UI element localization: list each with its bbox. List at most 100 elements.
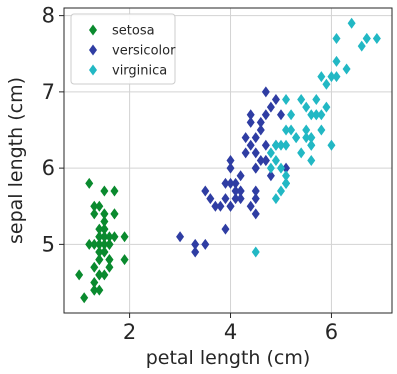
data-point-virginica <box>332 71 341 83</box>
data-point-virginica <box>317 124 326 136</box>
data-point-versicolor <box>211 200 220 212</box>
data-point-virginica <box>307 139 316 151</box>
data-point-setosa <box>95 200 104 212</box>
data-point-versicolor <box>246 116 255 128</box>
data-point-setosa <box>95 269 104 281</box>
data-point-versicolor <box>231 193 240 205</box>
data-point-setosa <box>100 246 109 258</box>
legend-marker-versicolor <box>89 44 97 56</box>
data-point-setosa <box>120 231 129 243</box>
data-point-setosa <box>100 185 109 197</box>
data-point-virginica <box>302 101 311 113</box>
data-point-virginica <box>347 17 356 29</box>
data-point-virginica <box>297 147 306 159</box>
data-point-virginica <box>307 132 316 144</box>
data-point-versicolor <box>251 185 260 197</box>
data-point-versicolor <box>226 155 235 166</box>
data-point-setosa <box>95 238 104 250</box>
data-point-virginica <box>302 132 311 144</box>
legend-box <box>70 13 176 85</box>
data-point-versicolor <box>176 231 185 243</box>
y-axis-label: sepal length (cm) <box>5 77 27 244</box>
data-point-versicolor <box>231 185 240 197</box>
data-point-versicolor <box>271 94 280 105</box>
data-point-versicolor <box>251 132 260 144</box>
data-point-virginica <box>287 109 296 121</box>
data-point-versicolor <box>282 162 291 174</box>
data-point-versicolor <box>236 193 245 205</box>
data-point-virginica <box>251 246 260 258</box>
data-point-virginica <box>287 124 296 136</box>
data-point-versicolor <box>256 155 265 166</box>
legend-label-virginica: virginica <box>112 64 167 79</box>
data-point-virginica <box>342 63 351 75</box>
data-point-versicolor <box>231 177 240 189</box>
data-point-versicolor <box>221 193 230 205</box>
data-point-setosa <box>90 238 99 250</box>
data-point-virginica <box>271 155 280 166</box>
data-point-virginica <box>332 55 341 67</box>
data-point-setosa <box>75 269 84 281</box>
data-point-versicolor <box>246 139 255 151</box>
data-point-setosa <box>95 231 104 243</box>
data-point-versicolor <box>216 200 225 212</box>
data-point-virginica <box>266 147 275 159</box>
legend-marker-setosa <box>89 24 97 36</box>
data-point-versicolor <box>241 147 250 159</box>
data-point-versicolor <box>246 109 255 121</box>
data-point-virginica <box>332 33 341 44</box>
data-point-setosa <box>85 177 94 189</box>
data-point-versicolor <box>251 208 260 220</box>
data-point-setosa <box>95 223 104 235</box>
data-point-virginica <box>307 109 316 121</box>
data-point-versicolor <box>226 177 235 189</box>
legend: setosa versicolor virginica <box>70 13 176 85</box>
data-point-versicolor <box>261 139 270 151</box>
data-point-setosa <box>90 261 99 273</box>
data-point-versicolor <box>256 124 265 136</box>
y-tick-label: 5 <box>42 232 55 256</box>
legend-marker-virginica <box>89 64 97 76</box>
data-point-versicolor <box>191 238 200 250</box>
data-point-virginica <box>312 109 321 121</box>
data-points <box>75 17 381 304</box>
data-point-setosa <box>90 200 99 212</box>
x-axis-ticks: 2 4 6 <box>123 313 338 344</box>
data-point-virginica <box>297 94 306 105</box>
data-point-versicolor <box>251 147 260 159</box>
data-point-virginica <box>282 124 291 136</box>
data-point-setosa <box>100 269 109 281</box>
data-point-virginica <box>322 78 331 90</box>
data-point-setosa <box>110 208 119 220</box>
data-point-virginica <box>362 33 371 44</box>
data-point-setosa <box>110 185 119 197</box>
data-point-virginica <box>271 193 280 205</box>
data-point-virginica <box>282 139 291 151</box>
data-point-virginica <box>322 101 331 113</box>
data-point-setosa <box>105 231 114 243</box>
data-point-versicolor <box>261 86 270 98</box>
data-point-setosa <box>95 246 104 258</box>
data-point-versicolor <box>201 238 210 250</box>
data-point-setosa <box>85 238 94 250</box>
x-tick-label: 2 <box>123 320 136 344</box>
data-point-versicolor <box>226 200 235 212</box>
data-point-setosa <box>90 208 99 220</box>
data-point-versicolor <box>276 109 285 121</box>
legend-label-versicolor: versicolor <box>112 44 176 59</box>
data-point-virginica <box>276 139 285 151</box>
data-point-versicolor <box>266 101 275 113</box>
data-point-setosa <box>100 231 109 243</box>
data-point-versicolor <box>251 193 260 205</box>
data-point-virginica <box>357 40 366 52</box>
data-point-versicolor <box>191 246 200 258</box>
data-point-versicolor <box>246 200 255 212</box>
data-point-versicolor <box>256 116 265 128</box>
data-point-virginica <box>307 155 316 166</box>
data-point-virginica <box>266 162 275 174</box>
plot-frame <box>63 7 393 314</box>
data-point-setosa <box>105 261 114 273</box>
data-point-setosa <box>110 231 119 243</box>
data-point-virginica <box>282 94 291 105</box>
